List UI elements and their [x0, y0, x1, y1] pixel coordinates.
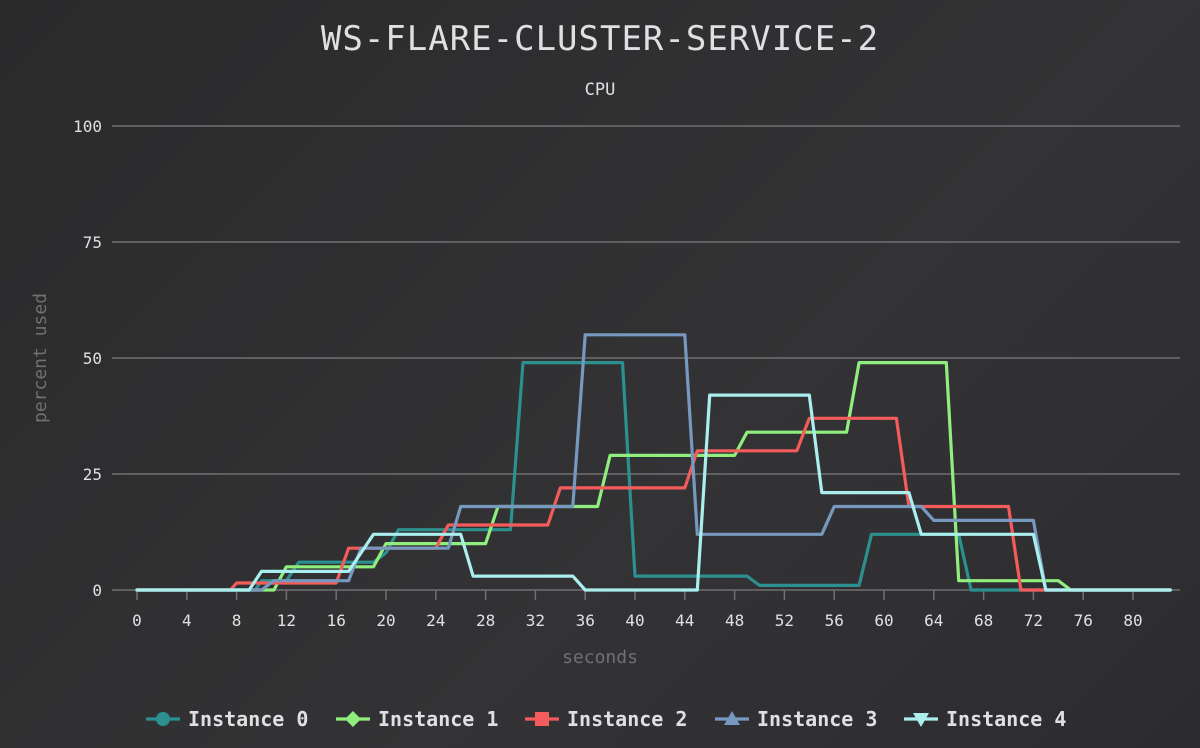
legend-label: Instance 3: [757, 707, 877, 731]
legend-item-instance-2[interactable]: Instance 2: [525, 707, 687, 731]
x-tick-label: 24: [426, 611, 445, 630]
chart-subtitle: CPU: [585, 80, 616, 100]
x-tick-label: 32: [526, 611, 545, 630]
legend-label: Instance 1: [378, 707, 498, 731]
y-tick-label: 100: [73, 117, 102, 136]
x-tick-label: 76: [1074, 611, 1093, 630]
x-tick-label: 72: [1024, 611, 1043, 630]
y-tick-label: 50: [83, 349, 102, 368]
x-tick-label: 4: [182, 611, 192, 630]
legend-item-instance-0[interactable]: Instance 0: [146, 707, 308, 731]
series-line-instance-2: [135, 416, 1172, 592]
x-tick-label: 80: [1123, 611, 1142, 630]
legend-label: Instance 2: [567, 707, 687, 731]
y-tick-label: 75: [83, 233, 102, 252]
legend-label: Instance 4: [946, 707, 1066, 731]
x-tick-label: 52: [775, 611, 794, 630]
series-line-instance-1: [135, 361, 1172, 592]
x-tick-label: 8: [232, 611, 242, 630]
legend: Instance 0 Instance 1 Instance 2 Instance 3…: [146, 707, 1066, 731]
legend-item-instance-4[interactable]: Instance 4: [904, 707, 1066, 731]
x-tick-label: 44: [675, 611, 694, 630]
series-line-instance-4: [135, 393, 1172, 592]
x-tick-label: 0: [132, 611, 142, 630]
series-line-instance-0: [135, 361, 1172, 592]
x-tick-label: 68: [974, 611, 993, 630]
x-axis-ticks: 0 4 8 12 16 20 24 28 32 36 40 44 48 52 56 60 64 68 72 76 80: [132, 590, 1143, 630]
series-lines: [135, 333, 1172, 592]
x-axis-title: seconds: [562, 647, 638, 668]
x-tick-label: 64: [924, 611, 943, 630]
x-tick-label: 16: [327, 611, 346, 630]
x-tick-label: 12: [277, 611, 296, 630]
y-axis-ticks: 0 25 50 75 100: [73, 117, 102, 600]
chart-title: WS-FLARE-CLUSTER-SERVICE-2: [321, 19, 879, 59]
legend-marker: [913, 713, 929, 727]
series-line-instance-3: [135, 333, 1172, 592]
x-tick-label: 48: [725, 611, 744, 630]
x-tick-label: 20: [376, 611, 395, 630]
x-tick-label: 40: [625, 611, 644, 630]
x-tick-label: 28: [476, 611, 495, 630]
legend-marker: [345, 711, 361, 727]
legend-label: Instance 0: [188, 707, 308, 731]
x-tick-label: 56: [825, 611, 844, 630]
legend-marker: [535, 712, 549, 726]
x-tick-label: 36: [576, 611, 595, 630]
y-axis-title: percent used: [30, 293, 51, 423]
legend-marker: [724, 711, 740, 725]
x-tick-label: 60: [874, 611, 893, 630]
legend-item-instance-1[interactable]: Instance 1: [336, 707, 498, 731]
y-tick-label: 25: [83, 465, 102, 484]
legend-item-instance-3[interactable]: Instance 3: [715, 707, 877, 731]
legend-marker: [156, 712, 170, 726]
y-tick-label: 0: [92, 581, 102, 600]
